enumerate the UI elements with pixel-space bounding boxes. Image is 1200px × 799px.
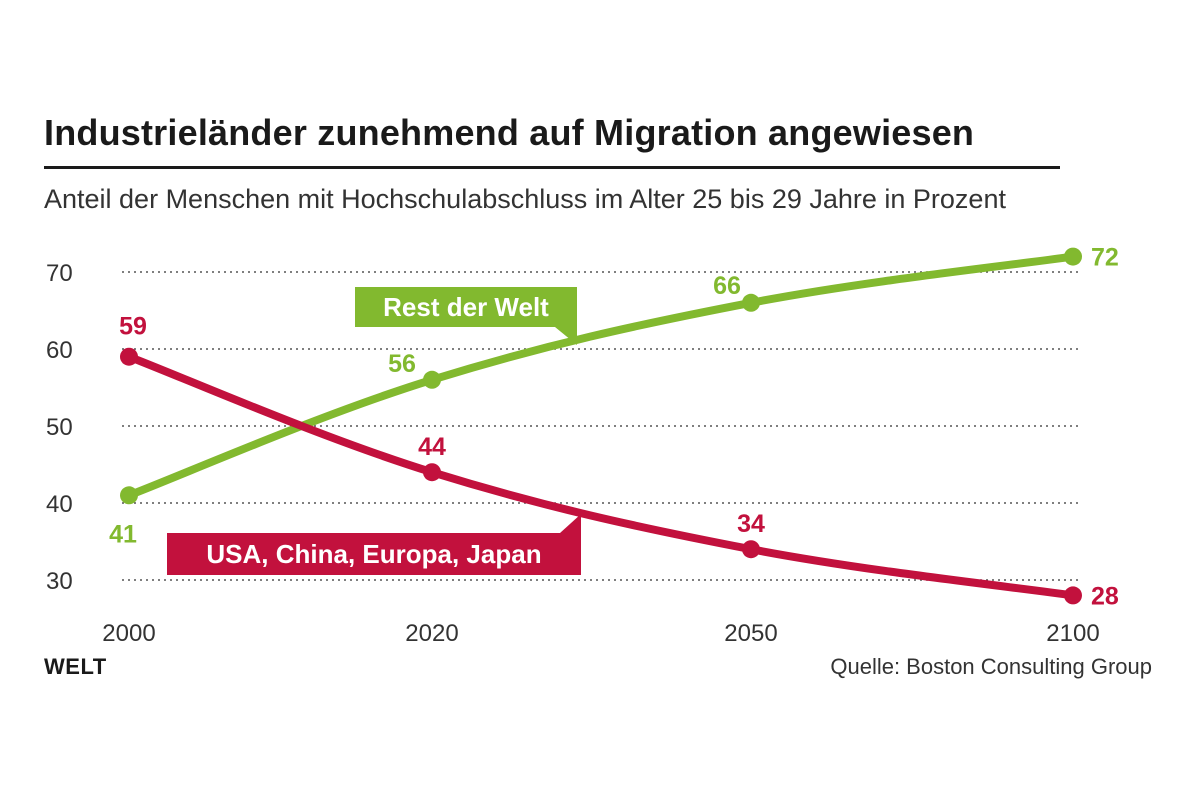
- data-point-rest-der-welt-2100: [1064, 247, 1082, 266]
- data-label-rest-der-welt-2050: 66: [713, 272, 741, 300]
- data-points: [120, 247, 1082, 605]
- series-line-rest-der-welt: [125, 252, 1077, 500]
- x-tick-label-2050: 2050: [724, 620, 777, 647]
- series-tag-label-rest-der-welt: Rest der Welt: [383, 292, 549, 322]
- chart-subtitle: Anteil der Menschen mit Hochschulabschlu…: [44, 184, 1006, 214]
- data-point-rest-der-welt-2000: [120, 486, 138, 505]
- series-tags: Rest der Welt USA, China, Europa, Japan: [167, 287, 581, 575]
- data-label-usa-china-europa-japan-2000: 59: [119, 313, 147, 341]
- x-tick-label-2000: 2000: [102, 620, 155, 647]
- data-label-rest-der-welt-2000: 41: [109, 520, 137, 548]
- y-tick-label-40: 40: [46, 491, 73, 518]
- x-axis-ticks: 2000 2020 2050 2100: [102, 620, 1099, 647]
- data-point-usa-china-europa-japan-2100: [1064, 586, 1082, 605]
- x-tick-label-2100: 2100: [1046, 620, 1099, 647]
- y-tick-label-70: 70: [46, 260, 73, 287]
- y-tick-label-60: 60: [46, 337, 73, 364]
- y-axis-ticks: 30 40 50 60 70: [46, 260, 73, 595]
- source-note: Quelle: Boston Consulting Group: [830, 654, 1152, 679]
- data-point-usa-china-europa-japan-2050: [742, 540, 760, 559]
- welt-logo: WELT: [44, 654, 107, 679]
- series-tag-box-rest-der-welt: [355, 287, 577, 327]
- data-point-rest-der-welt-2050: [742, 293, 760, 312]
- data-label-rest-der-welt-2100: 72: [1091, 244, 1119, 272]
- series-tag-pointer-rest-der-welt: [555, 327, 577, 345]
- title-rule: [44, 166, 1060, 169]
- y-tick-label-30: 30: [46, 568, 73, 595]
- data-label-rest-der-welt-2020: 56: [388, 350, 416, 378]
- x-tick-label-2020: 2020: [405, 620, 458, 647]
- grid-lines: [122, 271, 1082, 581]
- data-label-usa-china-europa-japan-2100: 28: [1091, 582, 1119, 610]
- data-label-usa-china-europa-japan-2050: 34: [737, 510, 765, 538]
- chart-title: Industrieländer zunehmend auf Migration …: [44, 112, 975, 153]
- data-point-usa-china-europa-japan-2020: [423, 463, 441, 482]
- data-point-rest-der-welt-2020: [423, 370, 441, 389]
- data-point-usa-china-europa-japan-2000: [120, 347, 138, 366]
- data-label-usa-china-europa-japan-2020: 44: [418, 433, 446, 461]
- series-tag-box-usa-china-europa-japan: [167, 533, 581, 575]
- series-tag-pointer-usa-china-europa-japan: [560, 514, 581, 533]
- series-line-usa-china-europa-japan: [125, 352, 1077, 600]
- data-labels: 41 56 66 72 59 44 34 28: [109, 244, 1119, 611]
- y-tick-label-50: 50: [46, 414, 73, 441]
- series-tag-label-usa-china-europa-japan: USA, China, Europa, Japan: [206, 539, 541, 569]
- series-lines: [125, 252, 1077, 600]
